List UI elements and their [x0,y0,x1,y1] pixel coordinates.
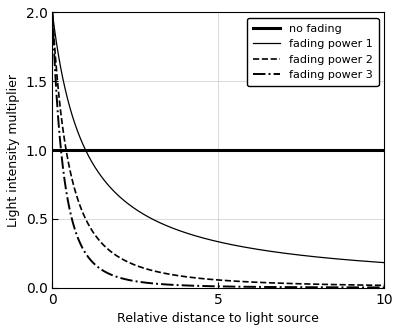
fading power 3 [372,286,377,290]
Line: fading power 3: fading power 3 [52,12,384,288]
fading power 1 [211,239,216,243]
fading power 3 [50,10,55,14]
fading power 1 [382,261,387,265]
fading power 1 [202,236,207,240]
Line: fading power 1: fading power 1 [52,12,384,263]
Y-axis label: Light intensity multiplier: Light intensity multiplier [7,74,20,226]
fading power 1 [311,255,316,259]
fading power 3 [372,286,377,290]
X-axis label: Relative distance to light source: Relative distance to light source [117,312,319,325]
fading power 2 [211,278,216,282]
fading power 1 [50,10,55,14]
fading power 3 [202,284,207,288]
fading power 1 [372,260,377,264]
fading power 3 [382,286,387,290]
fading power 2 [311,282,316,286]
fading power 2 [67,165,72,169]
fading power 2 [372,283,377,287]
fading power 3 [67,206,72,210]
fading power 3 [211,284,216,288]
fading power 2 [382,284,387,288]
fading power 1 [372,260,377,264]
fading power 2 [372,283,377,287]
fading power 1 [67,104,72,108]
fading power 3 [311,285,316,289]
fading power 2 [50,10,55,14]
Legend: no fading, fading power 1, fading power 2, fading power 3: no fading, fading power 1, fading power … [247,18,379,86]
fading power 2 [202,277,207,281]
Line: fading power 2: fading power 2 [52,12,384,286]
